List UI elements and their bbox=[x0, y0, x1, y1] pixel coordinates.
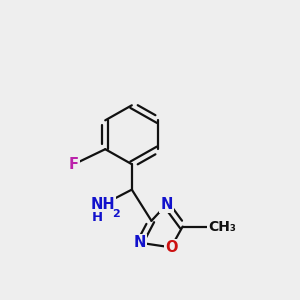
Text: O: O bbox=[165, 240, 177, 255]
Text: 2: 2 bbox=[112, 209, 119, 219]
Text: F: F bbox=[69, 157, 79, 172]
Text: N: N bbox=[160, 197, 172, 212]
Text: N: N bbox=[134, 235, 146, 250]
Text: CH₃: CH₃ bbox=[208, 220, 236, 234]
Text: NH: NH bbox=[91, 197, 115, 212]
Text: H: H bbox=[92, 211, 103, 224]
